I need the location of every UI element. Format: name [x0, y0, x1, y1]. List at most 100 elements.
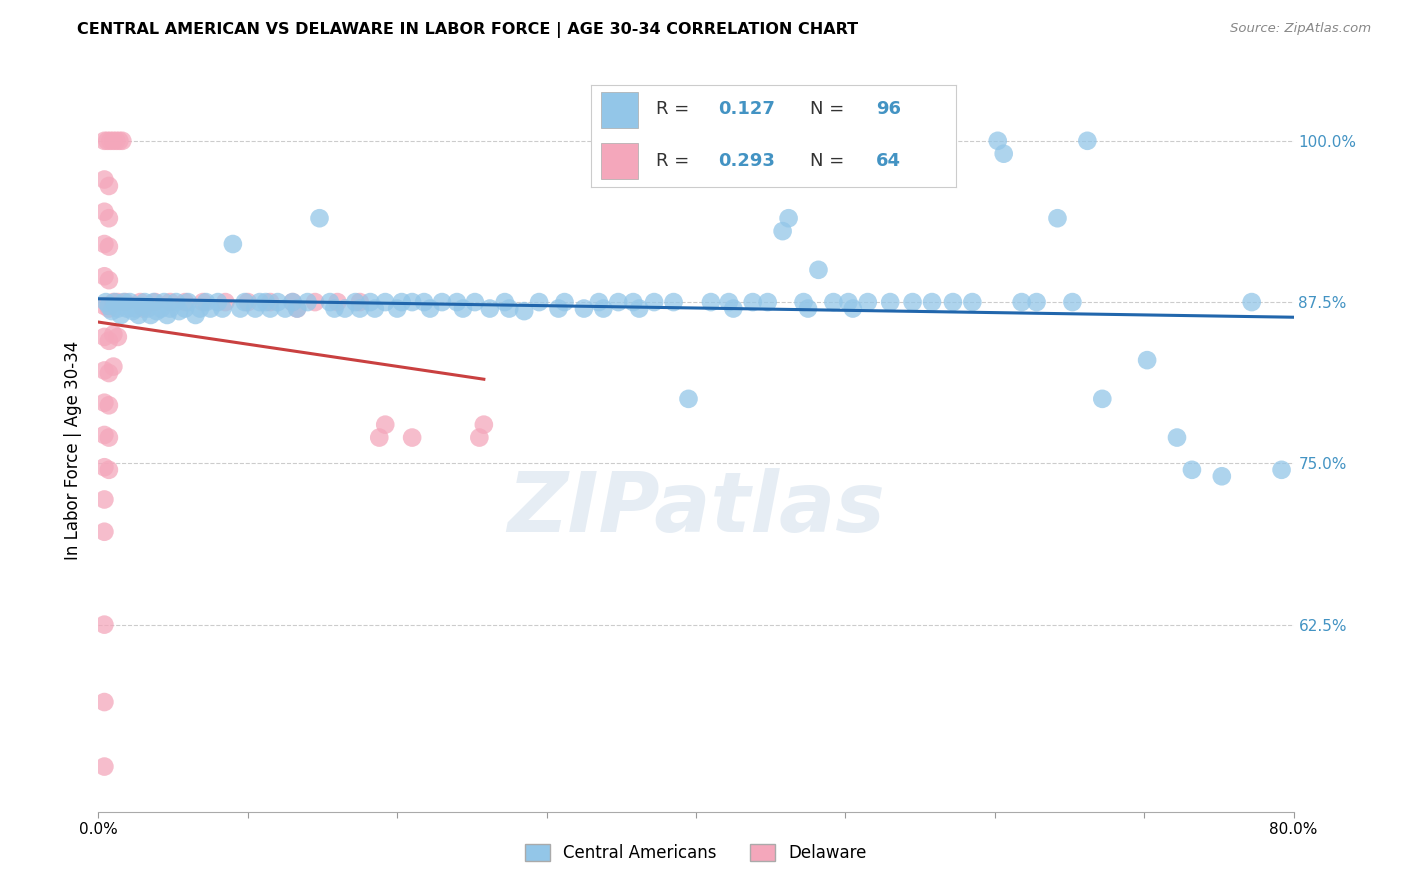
- Point: [103, 295, 125, 310]
- Point: [700, 295, 723, 310]
- Point: [136, 301, 159, 316]
- Point: [267, 295, 290, 310]
- Point: [285, 301, 308, 316]
- Point: [494, 295, 516, 310]
- Point: [823, 295, 845, 310]
- Point: [93, 237, 115, 252]
- Point: [97, 211, 120, 226]
- Text: R =: R =: [657, 152, 689, 169]
- Point: [93, 428, 115, 442]
- Point: [184, 308, 207, 322]
- Point: [772, 224, 794, 238]
- Point: [134, 295, 156, 310]
- FancyBboxPatch shape: [602, 92, 638, 128]
- Point: [254, 295, 277, 310]
- Point: [115, 301, 138, 316]
- Point: [93, 204, 115, 219]
- Point: [1181, 463, 1204, 477]
- Point: [118, 295, 141, 310]
- Point: [628, 301, 651, 316]
- Point: [319, 295, 342, 310]
- Point: [385, 301, 409, 316]
- Point: [797, 301, 820, 316]
- Point: [498, 301, 520, 316]
- Point: [1091, 392, 1114, 406]
- Point: [962, 295, 984, 310]
- Point: [374, 295, 396, 310]
- Point: [349, 295, 371, 310]
- Point: [93, 172, 115, 186]
- Text: 0.293: 0.293: [718, 152, 775, 169]
- Point: [391, 295, 413, 310]
- Point: [607, 295, 630, 310]
- Point: [142, 295, 165, 310]
- Point: [207, 295, 229, 310]
- Point: [121, 304, 143, 318]
- Point: [93, 299, 115, 313]
- Point: [281, 295, 304, 310]
- Legend: Central Americans, Delaware: Central Americans, Delaware: [519, 837, 873, 869]
- Point: [472, 417, 495, 432]
- Point: [108, 134, 131, 148]
- Point: [96, 134, 118, 148]
- Point: [188, 301, 211, 316]
- Point: [167, 304, 190, 318]
- Point: [778, 211, 800, 226]
- Point: [547, 301, 569, 316]
- Point: [281, 295, 304, 310]
- Point: [430, 295, 453, 310]
- Point: [103, 359, 125, 374]
- Point: [987, 134, 1010, 148]
- Point: [93, 134, 115, 148]
- Point: [364, 301, 387, 316]
- Point: [97, 273, 120, 287]
- Point: [101, 304, 124, 318]
- Point: [200, 301, 222, 316]
- Point: [451, 301, 474, 316]
- Point: [349, 301, 371, 316]
- Point: [104, 295, 127, 310]
- Point: [359, 295, 381, 310]
- Text: 96: 96: [876, 101, 901, 119]
- Text: N =: N =: [810, 101, 844, 119]
- Point: [97, 178, 120, 193]
- Point: [1271, 463, 1294, 477]
- Point: [94, 295, 117, 310]
- Point: [921, 295, 943, 310]
- Point: [249, 295, 271, 310]
- Point: [174, 301, 197, 316]
- Point: [103, 327, 125, 342]
- Point: [323, 301, 346, 316]
- Point: [159, 301, 181, 316]
- Point: [153, 295, 176, 310]
- Point: [446, 295, 468, 310]
- Point: [93, 617, 115, 632]
- Point: [93, 695, 115, 709]
- Point: [723, 301, 745, 316]
- Point: [107, 301, 129, 316]
- Point: [191, 295, 214, 310]
- Point: [837, 295, 859, 310]
- Point: [128, 308, 150, 322]
- Point: [274, 301, 297, 316]
- Point: [401, 431, 423, 445]
- Point: [942, 295, 965, 310]
- Point: [222, 237, 245, 252]
- Point: [93, 395, 115, 409]
- Text: N =: N =: [810, 152, 844, 169]
- Point: [97, 398, 120, 412]
- Point: [1062, 295, 1084, 310]
- Point: [93, 524, 115, 539]
- Point: [93, 330, 115, 344]
- Point: [401, 295, 423, 310]
- Point: [1011, 295, 1033, 310]
- Point: [259, 295, 281, 310]
- Point: [662, 295, 685, 310]
- Point: [554, 295, 576, 310]
- Y-axis label: In Labor Force | Age 30-34: In Labor Force | Age 30-34: [65, 341, 83, 560]
- Point: [112, 295, 135, 310]
- Point: [374, 417, 396, 432]
- Point: [621, 295, 644, 310]
- Point: [159, 295, 181, 310]
- Point: [572, 301, 595, 316]
